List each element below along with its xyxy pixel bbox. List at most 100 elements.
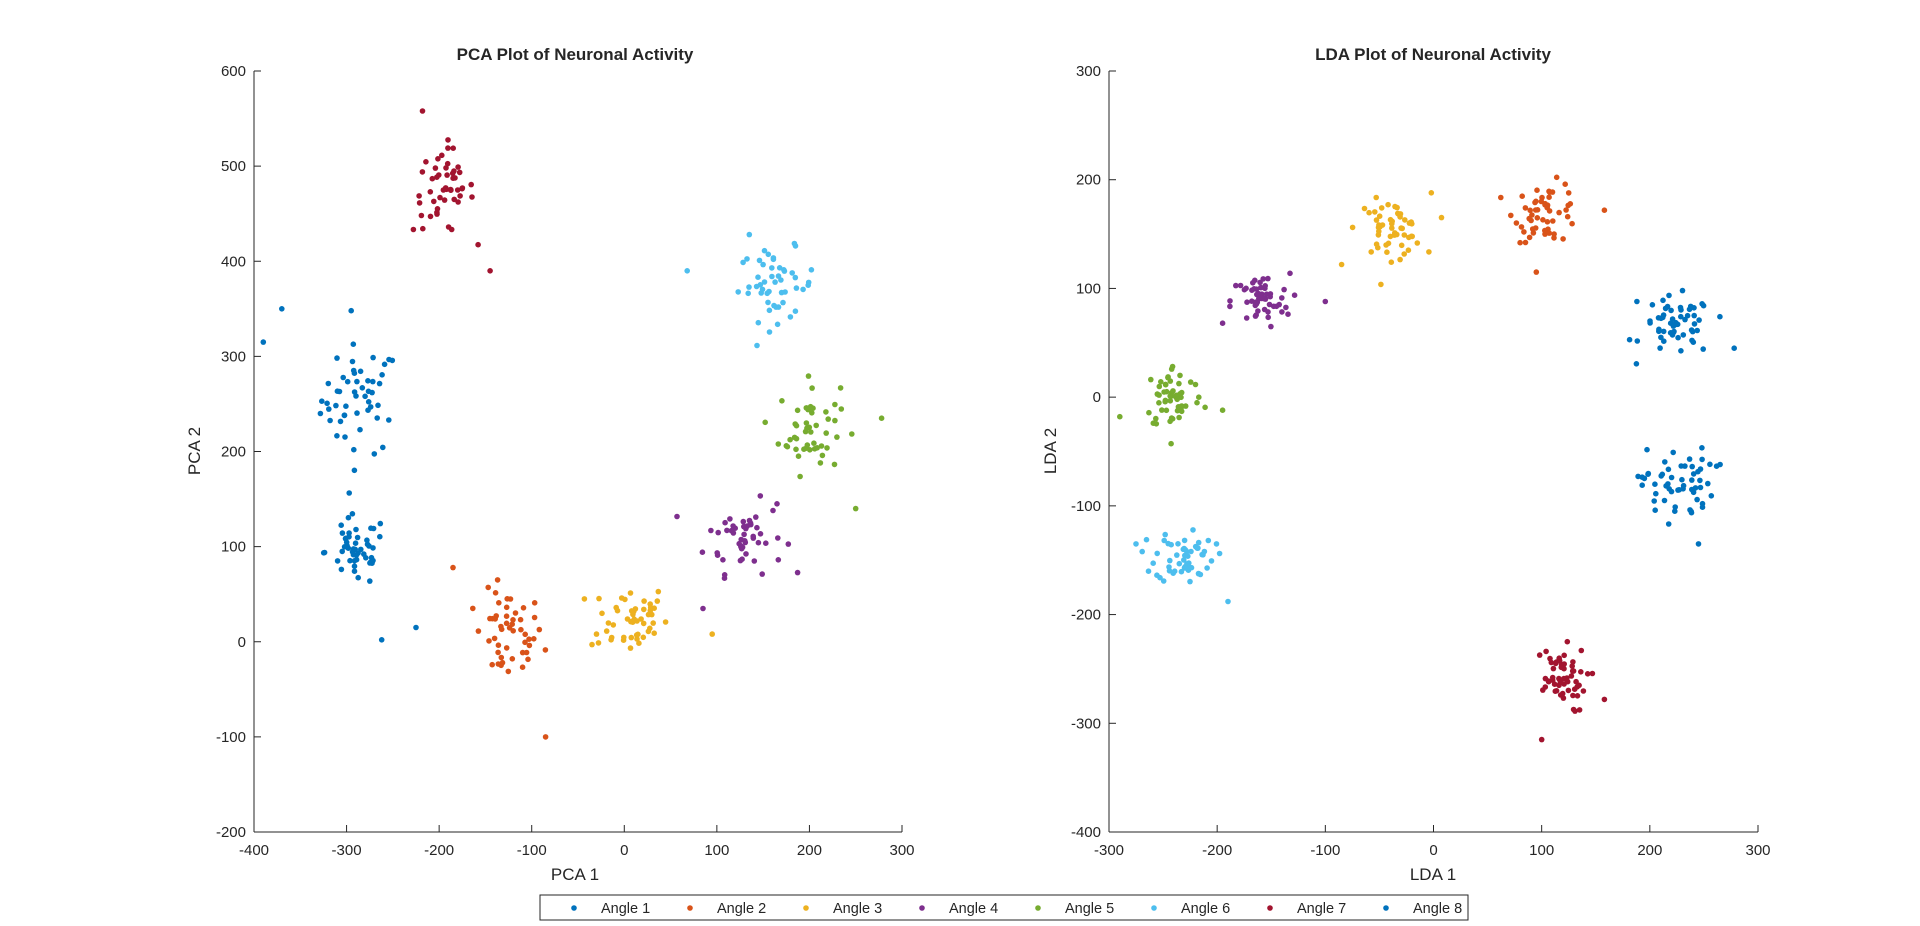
data-point	[487, 268, 493, 274]
data-point	[825, 416, 831, 422]
y-tick-label: 400	[221, 253, 246, 270]
x-tick-label: 300	[889, 842, 914, 859]
data-point	[849, 431, 855, 437]
data-point	[1190, 527, 1196, 533]
data-point	[504, 596, 511, 602]
data-point	[1169, 363, 1176, 370]
data-point	[1133, 541, 1139, 547]
data-point	[1204, 565, 1210, 571]
data-point	[740, 518, 747, 525]
data-point	[1678, 348, 1684, 354]
data-point	[793, 446, 799, 453]
data-point	[1182, 565, 1189, 571]
data-point	[745, 290, 751, 297]
data-point	[1672, 504, 1678, 510]
data-point	[1568, 673, 1575, 679]
data-point	[495, 642, 502, 648]
data-point	[793, 285, 800, 291]
data-point	[1651, 498, 1657, 504]
data-point	[1662, 305, 1669, 312]
data-point	[640, 620, 647, 627]
data-point	[1680, 332, 1687, 338]
data-point	[761, 279, 768, 285]
data-point	[436, 172, 442, 178]
data-point	[787, 314, 794, 320]
series-angle-3	[1338, 190, 1445, 288]
data-point	[1558, 664, 1565, 671]
data-point	[753, 283, 760, 290]
data-point	[410, 226, 417, 233]
data-point	[450, 145, 457, 151]
data-point	[775, 557, 782, 563]
lda-plot: LDA Plot of Neuronal Activity LDA 1 LDA …	[1041, 45, 1771, 884]
x-tick-label: -100	[517, 842, 547, 859]
data-point	[351, 568, 358, 574]
data-point	[1233, 282, 1239, 289]
data-point	[751, 558, 758, 564]
data-point	[1534, 215, 1541, 221]
data-point	[803, 420, 810, 426]
data-point	[699, 549, 706, 555]
data-point	[1533, 269, 1540, 275]
data-point	[603, 628, 610, 634]
legend-label: Angle 2	[717, 901, 766, 917]
data-point	[772, 279, 778, 285]
data-point	[1633, 361, 1640, 367]
data-point	[737, 557, 744, 564]
data-point	[1717, 461, 1723, 468]
data-point	[1205, 537, 1212, 544]
data-point	[1175, 541, 1181, 547]
data-point	[1162, 531, 1168, 538]
data-point	[350, 341, 357, 348]
data-point	[1682, 316, 1688, 323]
data-point	[1670, 449, 1676, 456]
data-point	[589, 641, 595, 648]
data-point	[441, 197, 448, 203]
data-point	[334, 558, 341, 564]
pca-plot-xlabel: PCA 1	[551, 865, 599, 884]
data-point	[346, 490, 353, 496]
data-point	[431, 198, 437, 205]
data-point	[1697, 484, 1704, 491]
data-point	[775, 304, 782, 310]
data-point	[715, 529, 721, 536]
data-point	[456, 169, 463, 176]
legend-entry: Angle 4	[919, 901, 998, 917]
data-point	[1401, 232, 1408, 238]
pca-plot: PCA Plot of Neuronal Activity PCA 1 PCA …	[185, 45, 915, 884]
data-point	[1649, 302, 1656, 308]
data-point	[495, 649, 501, 656]
data-point	[1690, 471, 1697, 477]
data-point	[1699, 500, 1706, 507]
data-point	[1253, 286, 1260, 293]
data-point	[380, 444, 386, 451]
data-point	[1388, 259, 1395, 266]
data-point	[832, 417, 838, 424]
data-point	[1154, 550, 1160, 557]
data-point	[450, 564, 456, 571]
data-point	[758, 290, 764, 296]
data-point	[1580, 688, 1587, 694]
y-tick-label: -400	[1071, 824, 1101, 841]
data-point	[1672, 508, 1678, 514]
data-point	[444, 160, 451, 167]
data-point	[1139, 548, 1145, 555]
data-point	[341, 544, 348, 550]
data-point	[1601, 696, 1608, 703]
data-point	[1699, 445, 1705, 451]
legend-marker	[1267, 905, 1273, 911]
data-point	[1688, 509, 1695, 516]
data-point	[765, 251, 772, 258]
x-tick-label: -200	[424, 842, 454, 859]
legend-label: Angle 8	[1413, 901, 1462, 917]
x-tick-label: 0	[620, 842, 628, 859]
data-point	[340, 374, 347, 381]
data-point	[1219, 320, 1226, 327]
data-point	[1552, 660, 1559, 667]
data-point	[452, 175, 458, 181]
data-point	[512, 610, 519, 616]
data-point	[1694, 496, 1700, 503]
data-point	[760, 261, 766, 268]
data-point	[357, 368, 364, 375]
